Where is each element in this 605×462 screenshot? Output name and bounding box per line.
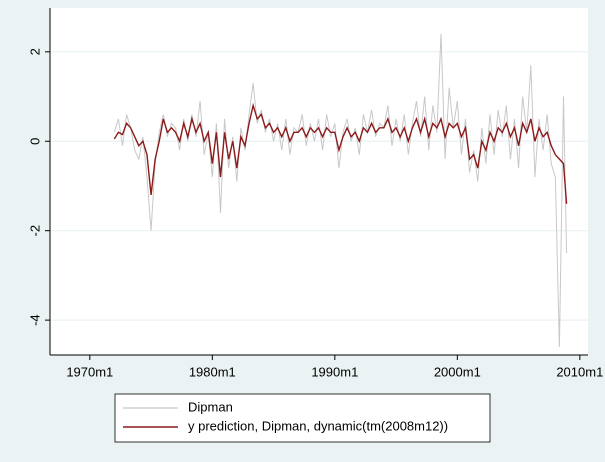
legend-label: Dipman xyxy=(188,399,233,414)
plot-area xyxy=(50,8,588,355)
y-tick-label: -2 xyxy=(27,225,42,237)
legend-label: y prediction, Dipman, dynamic(tm(2008m12… xyxy=(188,418,448,433)
series-line xyxy=(113,102,568,204)
y-tick-label: -4 xyxy=(27,314,42,326)
x-tick-label: 1990m1 xyxy=(311,364,358,379)
y-tick-label: 2 xyxy=(27,48,42,55)
x-tick-label: 1970m1 xyxy=(66,364,113,379)
y-tick-label: 0 xyxy=(27,138,42,145)
legend xyxy=(114,393,491,443)
x-tick-label: 1980m1 xyxy=(189,364,236,379)
x-tick-label: 2000m1 xyxy=(434,364,481,379)
x-tick-label: 2010m1 xyxy=(556,364,603,379)
